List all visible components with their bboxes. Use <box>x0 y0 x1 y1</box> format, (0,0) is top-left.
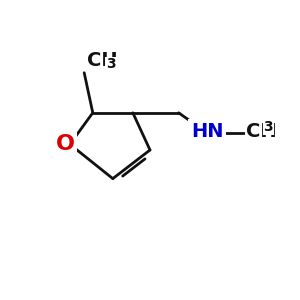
Text: 3: 3 <box>264 120 273 134</box>
Text: 3: 3 <box>106 57 115 71</box>
Text: CH: CH <box>87 51 118 70</box>
Text: HN: HN <box>191 122 224 141</box>
Text: CH: CH <box>246 122 277 141</box>
Text: O: O <box>56 134 75 154</box>
